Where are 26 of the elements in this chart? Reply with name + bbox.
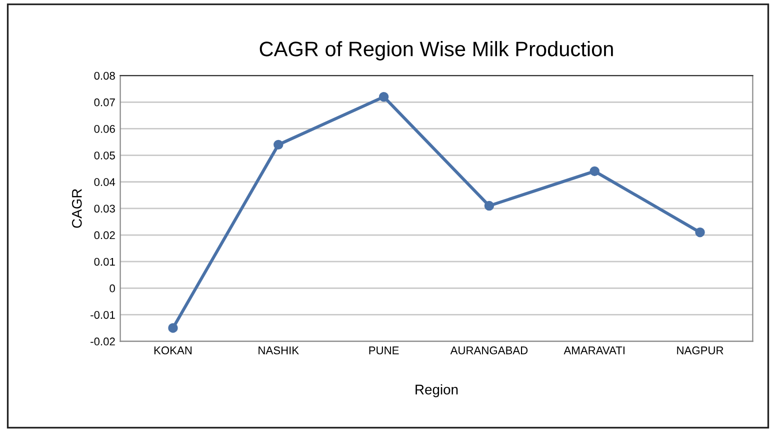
y-axis-title: CAGR <box>72 189 82 228</box>
point <box>378 92 389 102</box>
point <box>168 323 178 333</box>
y-tick-label: -0.01 <box>90 310 115 319</box>
x-tick-label: NASHIK <box>258 346 299 354</box>
y-tick-label: 0.01 <box>94 258 115 266</box>
y-tick-label: 0.06 <box>94 125 115 133</box>
point <box>695 227 705 238</box>
y-tick-label: 0.03 <box>94 204 115 213</box>
y-tick-label: 0.08 <box>94 72 115 80</box>
point <box>590 166 600 176</box>
chart-title: CAGR of Region Wise Milk Production <box>260 41 613 60</box>
x-tick-label: PUNE <box>369 346 399 354</box>
y-tick-label: 0 <box>110 284 115 292</box>
point <box>274 140 284 150</box>
y-tick-label: 0.04 <box>94 178 116 186</box>
x-tick-label: AURANGABAD <box>450 346 528 354</box>
x-tick-label: KOKAN <box>154 346 192 354</box>
y-tick-label: 0.05 <box>94 152 115 160</box>
y-tick-label: 0.07 <box>94 98 115 106</box>
x-tick-label: AMARAVATI <box>564 346 624 354</box>
point <box>484 200 494 211</box>
x-tick-label: NAGPUR <box>677 346 724 354</box>
y-tick-label: 0.02 <box>94 231 115 240</box>
x-axis-title: Region <box>416 384 458 398</box>
y-tick-label: -0.02 <box>90 338 115 346</box>
